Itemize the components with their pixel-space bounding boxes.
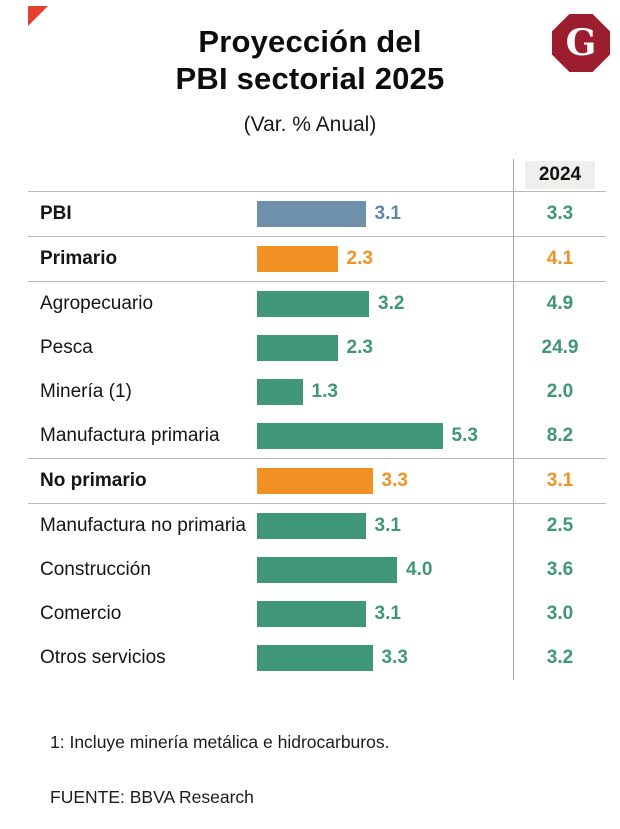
chart-row: Otros servicios 3.3 3.2 [28, 636, 606, 681]
bar [257, 645, 373, 672]
bar-area: 3.3 [250, 468, 513, 495]
col-2024-cell: 24.9 [513, 326, 606, 371]
bar [257, 291, 369, 318]
row-label: PBI [40, 203, 72, 225]
chart-row: Pesca 2.3 24.9 [28, 326, 606, 371]
row-label: Primario [40, 248, 118, 270]
bar [257, 379, 303, 406]
footnote: 1: Incluye minería metálica e hidrocarbu… [50, 732, 390, 753]
col-2024-cell: 2.0 [513, 370, 606, 415]
bar-area: 3.3 [250, 645, 513, 672]
bar-area: 3.2 [250, 291, 513, 318]
bar-value-label: 2.3 [346, 337, 373, 359]
bar [257, 513, 366, 540]
bar-value-label: 4.0 [406, 559, 433, 581]
bar-area: 1.3 [250, 379, 513, 406]
bar [257, 557, 397, 584]
col-2024-cell: 8.2 [513, 414, 606, 459]
chart-row: Agropecuario 3.2 4.9 [28, 282, 606, 327]
row-label: Agropecuario [40, 293, 154, 315]
col-2024-cell: 3.3 [513, 192, 606, 237]
bar [257, 423, 443, 450]
row-label: Otros servicios [40, 647, 166, 669]
col-2024-cell: 3.1 [513, 459, 606, 504]
bar-value-label: 1.3 [311, 381, 338, 403]
bar-area: 2.3 [250, 335, 513, 362]
bar [257, 601, 366, 628]
value-2024: 3.3 [546, 203, 574, 225]
row-label: Construcción [40, 559, 151, 581]
row-label: No primario [40, 470, 147, 492]
bar [257, 468, 373, 495]
value-2024: 4.9 [546, 293, 574, 315]
value-2024: 8.2 [546, 425, 574, 447]
logo-letter: G [565, 22, 597, 64]
chart-row: PBI 3.1 3.3 [28, 192, 606, 238]
chart-row: Manufactura no primaria 3.1 2.5 [28, 504, 606, 549]
chart-rows: PBI 3.1 3.3 Primario 2.3 4.1 Agropecuari… [28, 192, 606, 681]
bar-area: 3.1 [250, 601, 513, 628]
value-2024: 2.0 [546, 381, 574, 403]
bar-value-label: 3.1 [374, 603, 401, 625]
bar [257, 335, 338, 362]
chart-row: Primario 2.3 4.1 [28, 237, 606, 283]
page-subtitle: (Var. % Anual) [243, 113, 377, 137]
bar-chart: 2024 PBI 3.1 3.3 Primario 2.3 4.1 [28, 159, 606, 681]
row-label: Comercio [40, 603, 122, 625]
chart-row: No primario 3.3 3.1 [28, 459, 606, 505]
bar-value-label: 5.3 [451, 425, 478, 447]
chart-row: Minería (1) 1.3 2.0 [28, 370, 606, 415]
value-2024: 3.2 [546, 647, 574, 669]
title-line-2: PBI sectorial 2025 [175, 60, 445, 96]
gestion-logo: G [552, 14, 610, 72]
bar [257, 246, 338, 273]
bar-value-label: 3.1 [374, 515, 401, 537]
col-2024-header-cell: 2024 [513, 159, 606, 192]
chart-row: Comercio 3.1 3.0 [28, 592, 606, 637]
source: FUENTE: BBVA Research [50, 787, 254, 808]
corner-accent [28, 6, 48, 26]
col-2024-cell: 4.1 [513, 237, 606, 282]
col-2024-cell: 4.9 [513, 282, 606, 327]
bar-area: 4.0 [250, 557, 513, 584]
value-2024: 3.0 [546, 603, 574, 625]
bar-value-label: 3.3 [381, 647, 408, 669]
bar-value-label: 2.3 [346, 248, 373, 270]
value-2024: 4.1 [546, 248, 574, 270]
row-label: Manufactura no primaria [40, 515, 246, 537]
row-label: Pesca [40, 337, 93, 359]
bar-value-label: 3.1 [374, 203, 401, 225]
bar-area: 3.1 [250, 201, 513, 228]
value-2024: 2.5 [546, 515, 574, 537]
row-label: Minería (1) [40, 381, 132, 403]
col-2024-header: 2024 [524, 161, 596, 190]
bar-area: 3.1 [250, 513, 513, 540]
bar [257, 201, 366, 228]
chart-row: Manufactura primaria 5.3 8.2 [28, 414, 606, 460]
bar-value-label: 3.2 [378, 293, 405, 315]
page-title: Proyección del PBI sectorial 2025 [0, 24, 620, 97]
col-2024-cell: 3.2 [513, 636, 606, 681]
col-2024-cell: 2.5 [513, 504, 606, 549]
row-label: Manufactura primaria [40, 425, 220, 447]
title-line-1: Proyección del [198, 24, 422, 59]
value-2024: 24.9 [541, 337, 579, 359]
chart-row: Construcción 4.0 3.6 [28, 548, 606, 593]
chart-header-row: 2024 [28, 159, 606, 193]
bar-area: 2.3 [250, 246, 513, 273]
bar-area: 5.3 [250, 423, 513, 450]
value-2024: 3.6 [546, 559, 574, 581]
col-2024-cell: 3.0 [513, 592, 606, 637]
bar-value-label: 3.3 [381, 470, 408, 492]
value-2024: 3.1 [546, 470, 574, 492]
col-2024-cell: 3.6 [513, 548, 606, 593]
